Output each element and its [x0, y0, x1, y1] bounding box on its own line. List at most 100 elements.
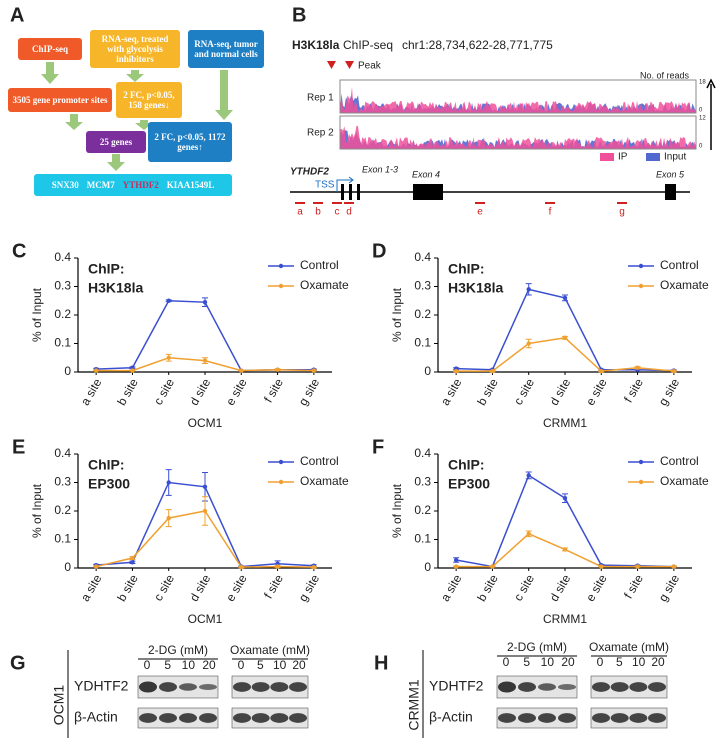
x-tick-label: f site — [261, 376, 286, 405]
dose: 10 — [541, 655, 555, 669]
y-tick-label: 0.4 — [414, 446, 431, 460]
band — [592, 713, 610, 723]
x-tick-label: a site — [438, 376, 465, 408]
peak-marker — [327, 61, 354, 69]
series-line — [456, 337, 674, 372]
legend-swatch — [600, 153, 614, 161]
x-tick-label: b site — [114, 376, 141, 408]
blot — [231, 675, 309, 699]
y-axis-title: % of Input — [390, 287, 404, 342]
band — [139, 681, 157, 693]
track-frame — [339, 79, 697, 114]
scale-arrow — [706, 78, 716, 150]
x-axis-title: OCM1 — [188, 612, 223, 626]
band — [199, 713, 217, 723]
legend-swatch — [646, 153, 660, 161]
treatment: Oxamate (mM) — [589, 640, 669, 654]
track-name: Rep 1 — [307, 93, 334, 104]
site-label: e — [477, 207, 483, 218]
y-tick-label: 0.2 — [54, 307, 71, 321]
gene-box: SNX30 MCM7 YTHDF2 KIAA1549L — [34, 174, 232, 196]
dose: 5 — [164, 658, 171, 672]
dose: 10 — [182, 658, 196, 672]
point — [490, 564, 495, 569]
treatment: Oxamate (mM) — [230, 643, 310, 657]
charts: C 0 0.1 0.2 0.3 0.4 % of Input OCM1 ChIP: H3K18la… — [12, 240, 709, 626]
blot — [231, 707, 309, 729]
dose: 20 — [561, 655, 575, 669]
reads-label: No. of reads — [640, 70, 690, 80]
x-tick-label: f site — [621, 572, 646, 601]
legend-marker — [638, 263, 644, 269]
dose: 20 — [292, 658, 306, 672]
x-tick-label: a site — [438, 572, 465, 604]
x-tick-label: e site — [583, 572, 610, 604]
panel-label: G — [10, 652, 26, 674]
annotation: EP300 — [88, 476, 130, 492]
legend-marker — [638, 283, 644, 289]
x-tick-label: d site — [187, 376, 214, 408]
point — [166, 480, 171, 485]
x-tick-label: d site — [547, 572, 574, 604]
dose: 5 — [616, 655, 623, 669]
band — [648, 713, 666, 723]
chart: F 0 0.1 0.2 0.3 0.4 % of Input CRMM1 ChIP: EP300 a… — [372, 436, 709, 626]
y-tick-label: 0.2 — [414, 503, 431, 517]
band — [629, 713, 648, 723]
band — [610, 713, 629, 723]
band — [159, 713, 177, 723]
y-tick-label: 0.1 — [54, 336, 71, 350]
y-tick-label: 0.2 — [414, 307, 431, 321]
tss-label: TSS — [315, 180, 335, 191]
site-label: c — [335, 207, 340, 218]
point — [562, 295, 568, 301]
dose: 10 — [632, 655, 646, 669]
y-tick-label: 0.1 — [414, 336, 431, 350]
point — [562, 547, 568, 552]
x-tick-label: f site — [621, 376, 646, 405]
protein: β-Actin — [74, 709, 118, 725]
dose: 10 — [273, 658, 287, 672]
point — [130, 368, 135, 373]
point — [239, 368, 244, 373]
blot — [137, 675, 219, 699]
dose: 0 — [503, 655, 510, 669]
protein: β-Actin — [429, 709, 473, 725]
panel-label: E — [12, 436, 25, 458]
x-axis-title: CRMM1 — [543, 416, 587, 430]
y-tick-label: 0.3 — [54, 475, 71, 489]
dose: 0 — [597, 655, 604, 669]
band — [538, 683, 556, 691]
band — [289, 682, 307, 692]
y-tick-label: 0 — [424, 560, 431, 574]
x-tick-label: a site — [78, 376, 105, 408]
point — [239, 564, 244, 570]
legend-label: Control — [300, 258, 339, 272]
point — [275, 367, 280, 372]
track-signal — [340, 86, 696, 113]
x-tick-label: b site — [474, 376, 501, 408]
band — [199, 683, 217, 691]
point — [671, 368, 677, 374]
point — [635, 564, 640, 569]
band — [629, 682, 648, 692]
protein: YDHTF2 — [74, 678, 129, 694]
band — [518, 713, 536, 723]
flow-box: 2 FC, p<0.05, 1172 genes↑ — [148, 122, 232, 162]
blot — [496, 675, 578, 699]
chart: C 0 0.1 0.2 0.3 0.4 % of Input OCM1 ChIP: H3K18la… — [12, 240, 349, 430]
track-frame — [339, 115, 697, 150]
legend-label: Oxamate — [660, 278, 709, 292]
y-tick-label: 0.4 — [54, 446, 71, 460]
dose: 0 — [238, 658, 245, 672]
legend-label: Oxamate — [660, 474, 709, 488]
x-axis-title: CRMM1 — [543, 612, 587, 626]
legend-marker — [278, 283, 284, 289]
point — [599, 564, 604, 569]
point — [202, 508, 208, 514]
point — [671, 564, 677, 569]
x-tick-label: d site — [187, 572, 214, 604]
band — [179, 683, 197, 691]
cell-line: OCM1 — [51, 685, 67, 726]
legend-marker — [638, 459, 644, 465]
